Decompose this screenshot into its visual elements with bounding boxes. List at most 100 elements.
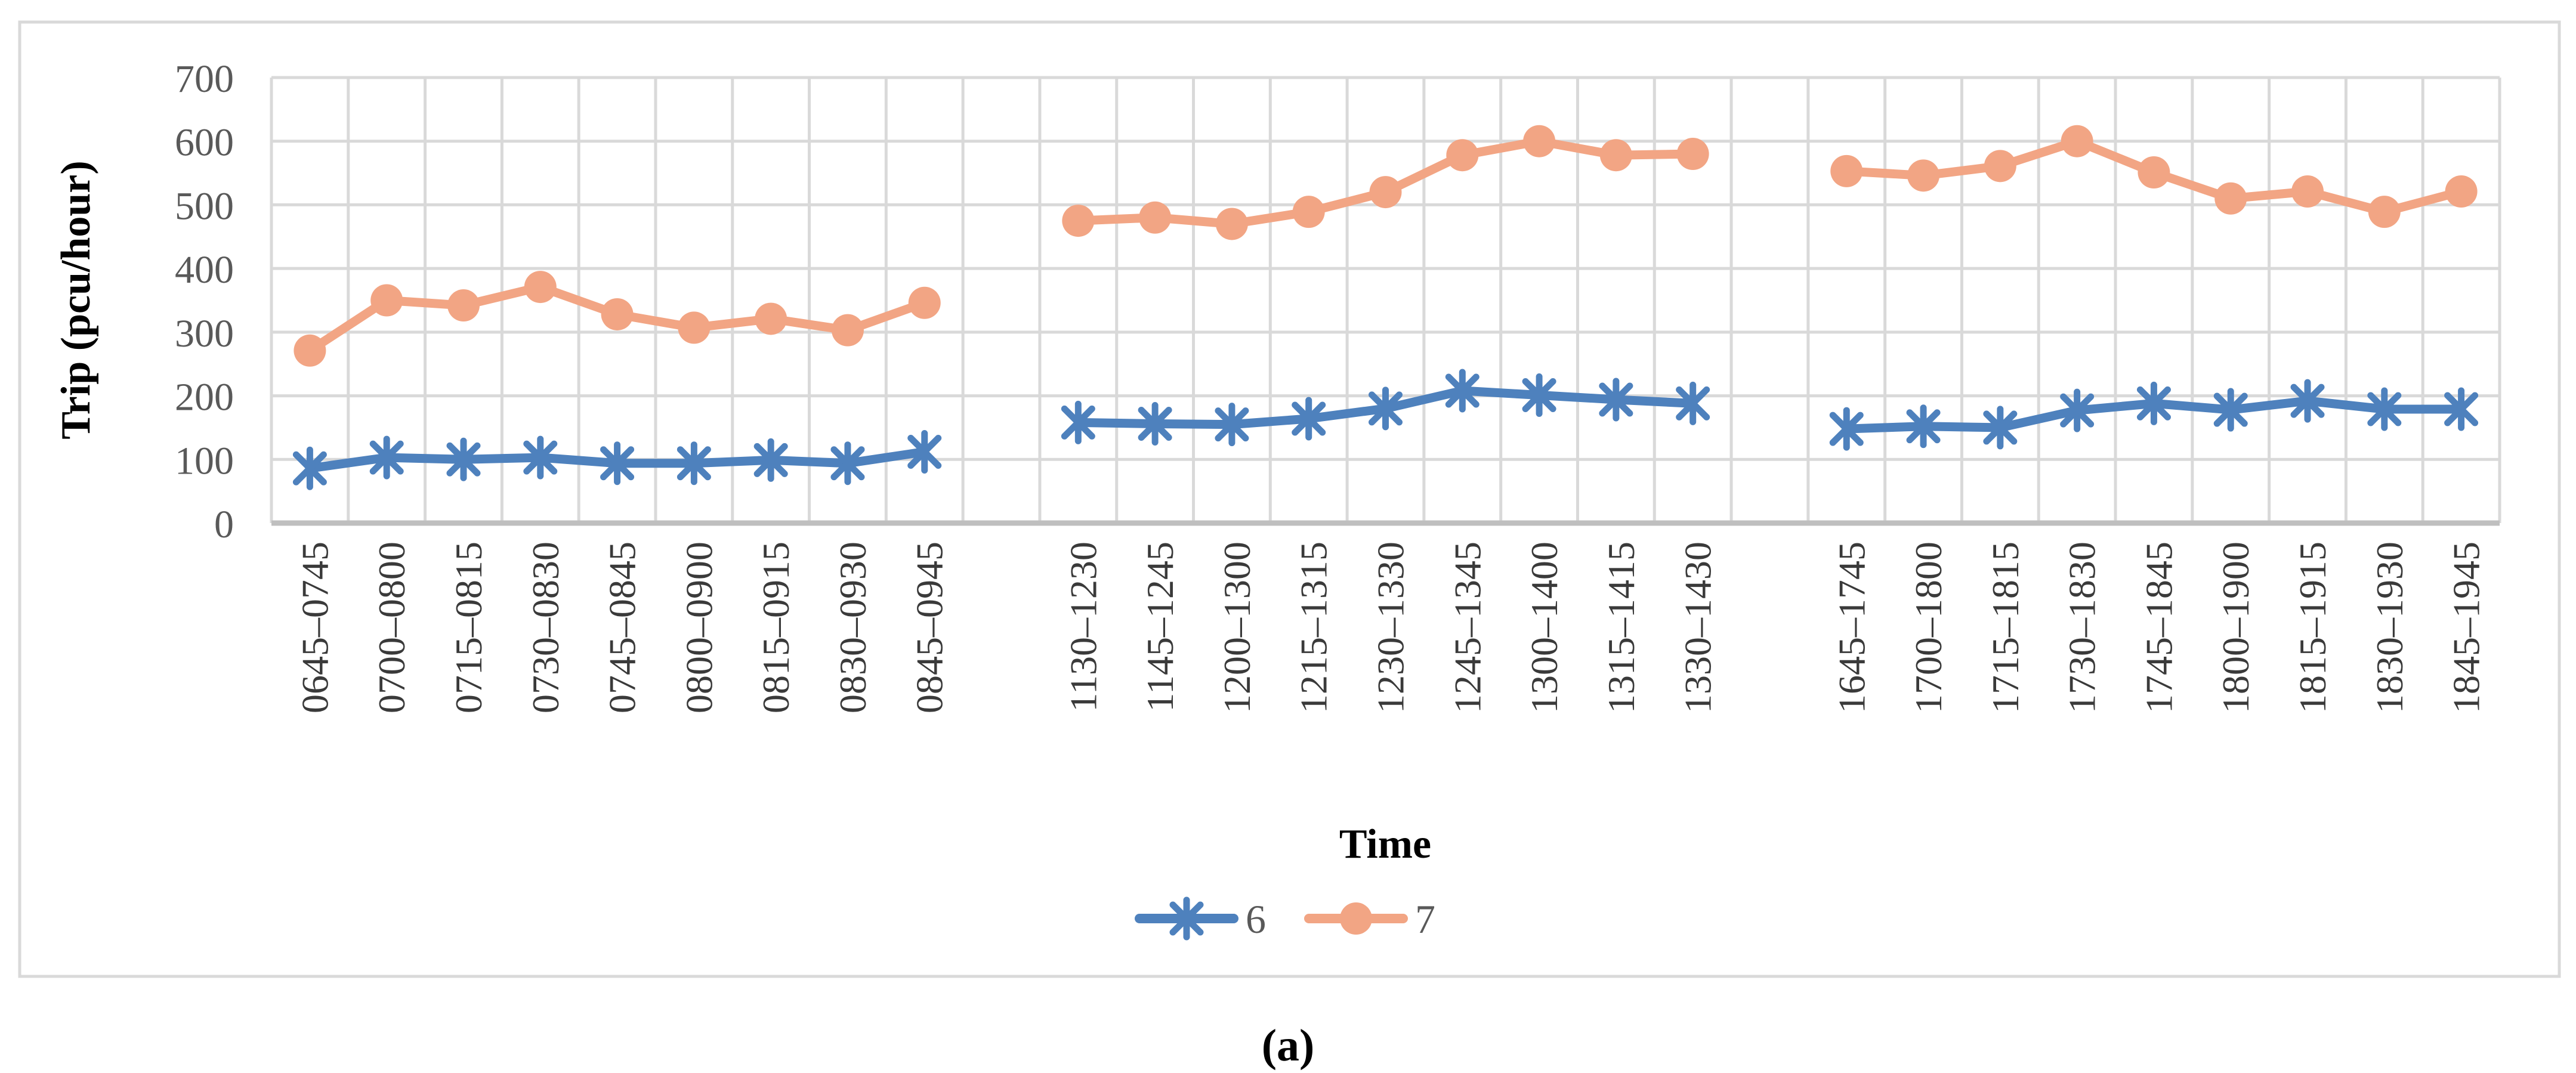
data-point-marker-asterisk (1292, 397, 1326, 441)
data-point-marker-asterisk (1676, 381, 1710, 425)
x-tick-label: 1215–1315 (1293, 542, 1335, 713)
data-point-marker-circle (2061, 125, 2093, 157)
data-point-marker-circle (2291, 175, 2324, 208)
data-point-marker-asterisk (446, 437, 481, 481)
data-point-marker-asterisk (292, 446, 327, 490)
data-point-marker-asterisk (677, 441, 711, 486)
data-point-marker-circle (1062, 205, 1095, 237)
y-axis-title: Trip (pcu/hour) (53, 160, 99, 439)
data-point-marker-asterisk (907, 429, 942, 474)
x-tick-label: 1330–1430 (1677, 542, 1719, 713)
y-tick-label: 500 (175, 184, 234, 228)
data-point-marker-asterisk (1906, 404, 1941, 449)
data-point-marker-asterisk (1369, 386, 1403, 431)
y-tick-label: 600 (175, 121, 234, 165)
data-point-marker-asterisk (2213, 388, 2248, 432)
data-point-marker-asterisk (1599, 378, 1633, 422)
data-point-marker-circle (1907, 159, 1940, 192)
data-point-marker-circle (447, 289, 480, 322)
data-point-marker-asterisk (1138, 402, 1172, 446)
x-tick-label: 0845–0945 (909, 542, 951, 713)
x-tick-label: 1700–1800 (1907, 542, 1950, 713)
data-point-marker-circle (831, 314, 864, 347)
x-tick-label: 0745–0845 (601, 542, 644, 713)
x-tick-label: 1645–1745 (1830, 542, 1873, 713)
x-tick-label: 0815–0915 (755, 542, 797, 713)
x-tick-label: 0645–0745 (294, 542, 336, 713)
data-point-marker-circle (1340, 902, 1372, 935)
data-point-marker-circle (908, 286, 941, 319)
data-point-marker-circle (370, 284, 403, 317)
data-point-marker-asterisk (1215, 403, 1249, 447)
data-point-marker-circle (524, 271, 557, 304)
x-tick-label: 1845–1945 (2445, 542, 2488, 713)
data-point-marker-circle (1446, 139, 1479, 172)
data-point-marker-asterisk (1061, 400, 1095, 444)
data-point-marker-circle (1139, 201, 1172, 234)
data-point-marker-asterisk (1169, 896, 1204, 941)
x-tick-label: 1130–1230 (1062, 542, 1104, 712)
y-tick-label: 200 (175, 376, 234, 419)
x-tick-label: 0700–0800 (370, 542, 413, 713)
data-point-marker-circle (601, 298, 634, 330)
data-point-marker-circle (2138, 156, 2170, 189)
y-tick-label: 100 (175, 439, 234, 483)
x-tick-label: 1315–1415 (1600, 542, 1642, 713)
x-tick-label: 1830–1930 (2368, 542, 2411, 713)
data-point-marker-asterisk (2444, 387, 2479, 431)
data-point-marker-asterisk (830, 441, 865, 486)
x-tick-label: 1200–1300 (1216, 542, 1258, 713)
data-point-marker-circle (755, 302, 787, 335)
y-axis-ticks: 0 100 200 300 400 500 600 700 (175, 57, 234, 546)
x-tick-label: 1815–1915 (2291, 542, 2334, 713)
data-point-marker-asterisk (1983, 406, 2018, 450)
data-point-marker-asterisk (523, 435, 558, 480)
x-tick-label: 1730–1830 (2061, 542, 2104, 713)
data-point-marker-circle (2214, 182, 2247, 215)
data-point-marker-asterisk (1829, 407, 1864, 451)
y-tick-label: 300 (175, 312, 234, 355)
data-point-marker-circle (2445, 175, 2478, 208)
x-axis-title: Time (1339, 821, 1431, 867)
data-point-marker-circle (1292, 196, 1325, 228)
gridlines (270, 76, 2501, 526)
data-point-marker-circle (294, 334, 326, 367)
data-point-marker-circle (2368, 196, 2401, 228)
legend-item-label: 7 (1415, 896, 1435, 942)
chart-frame (18, 20, 2561, 978)
x-tick-label: 1300–1400 (1523, 542, 1565, 713)
data-point-marker-circle (1599, 139, 1632, 172)
data-point-marker-asterisk (2136, 381, 2171, 425)
x-tick-label: 0730–0830 (524, 542, 567, 713)
legend-item-label: 6 (1246, 896, 1266, 942)
x-tick-label: 0800–0900 (678, 542, 720, 713)
data-point-marker-circle (1215, 208, 1248, 240)
data-point-marker-asterisk (600, 441, 635, 486)
y-tick-label: 0 (214, 503, 234, 546)
data-point-marker-asterisk (2060, 388, 2095, 432)
data-point-marker-circle (1676, 138, 1709, 171)
data-point-marker-asterisk (1522, 373, 1556, 418)
x-tick-label: 1145–1245 (1139, 542, 1181, 712)
series-lines (292, 125, 2479, 490)
x-tick-label: 1245–1345 (1446, 542, 1488, 713)
data-point-marker-circle (678, 311, 711, 344)
x-axis-ticks: 0645–0745 0700–0800 0715–0815 0730–0830 0745… (294, 542, 2487, 713)
x-tick-label: 1800–1900 (2214, 542, 2257, 713)
data-point-marker-circle (1830, 154, 1863, 187)
x-tick-label: 1745–1845 (2138, 542, 2180, 713)
x-tick-label: 0715–0815 (447, 542, 490, 713)
data-point-marker-asterisk (2290, 379, 2325, 423)
data-point-marker-circle (1523, 125, 1556, 157)
data-point-marker-asterisk (369, 435, 404, 480)
y-tick-label: 400 (175, 248, 234, 292)
x-tick-label: 1230–1330 (1370, 542, 1412, 713)
x-tick-label: 0830–0930 (832, 542, 874, 713)
data-point-marker-asterisk (1445, 369, 1479, 413)
data-point-marker-asterisk (753, 438, 788, 482)
data-point-marker-circle (1984, 150, 2016, 183)
data-point-marker-circle (1369, 176, 1402, 209)
